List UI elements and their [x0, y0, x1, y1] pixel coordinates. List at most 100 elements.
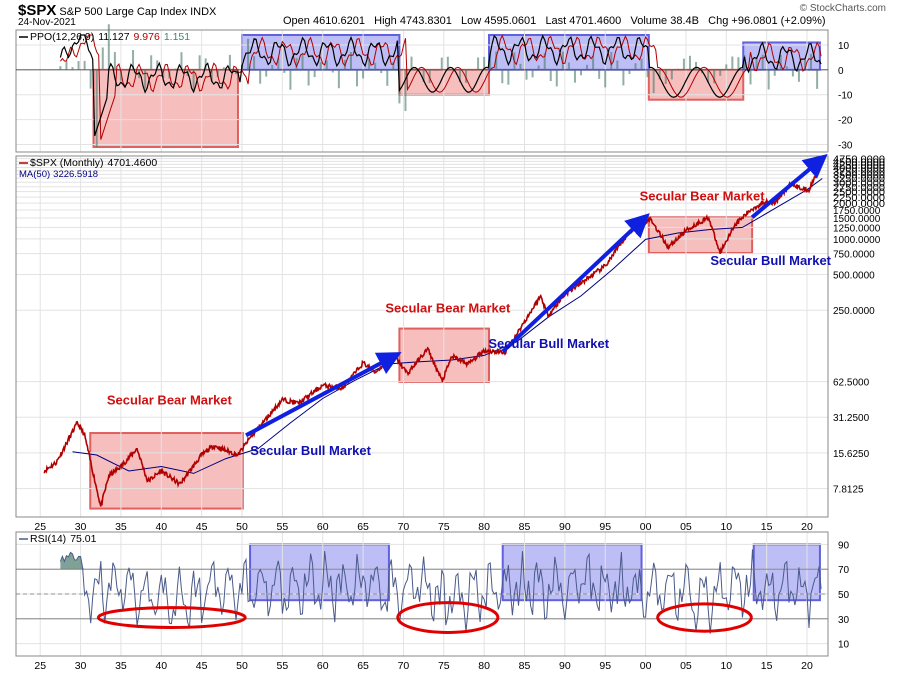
rsi-bull-box	[752, 543, 821, 602]
ppo-ytick-label: 10	[838, 41, 850, 52]
ppo-histogram-bar	[537, 65, 540, 70]
ppo-histogram-bar	[132, 49, 135, 70]
ppo-histogram-bar	[95, 69, 98, 148]
ppo-signal-line	[60, 34, 822, 140]
price-ytick-label: 4250.0000	[833, 160, 885, 171]
price-legend: $SPX (Monthly) 4701.4600	[30, 157, 157, 169]
ppo-histogram-bar	[779, 55, 782, 70]
price-legend-value: 4701.4600	[108, 157, 158, 169]
rsi-ytick-label: 30	[838, 615, 850, 626]
ppo-histogram-bar	[247, 38, 250, 70]
ppo-histogram-bar	[277, 57, 280, 70]
price-ytick-label: 2750.0000	[833, 183, 885, 194]
ppo-line	[59, 34, 822, 136]
index-name: S&P 500 Large Cap Index	[59, 6, 188, 18]
ppo-histogram-bar	[731, 56, 734, 70]
x-tick-label-rsi: 75	[438, 660, 450, 672]
rsi-oversold-ellipse	[396, 601, 500, 634]
ppo-histogram-bar	[549, 69, 552, 82]
x-tick-label: 85	[519, 521, 531, 533]
ppo-histogram-bar	[349, 52, 352, 70]
ppo-histogram-bar	[610, 52, 613, 70]
x-tick-label: 50	[236, 521, 248, 533]
brand-label: © StockCharts.com	[799, 3, 886, 14]
x-tick-label: 55	[277, 521, 289, 533]
ppo-histogram-bar	[410, 56, 413, 70]
secular-bull-label: Secular Bull Market	[710, 253, 831, 268]
ppo-histogram-bar	[198, 55, 201, 70]
ppo-histogram-bar	[325, 60, 328, 70]
secular-bull-label: Secular Bull Market	[488, 336, 609, 351]
ppo-histogram-bar	[561, 51, 564, 70]
price-ytick-label: 1500.0000	[833, 214, 881, 225]
ppo-histogram-bar	[89, 69, 92, 89]
x-tick-label: 65	[357, 521, 369, 533]
x-tick-label: 45	[196, 521, 208, 533]
price-ytick-label: 4500.0000	[833, 157, 885, 168]
x-tick-label-rsi: 55	[277, 660, 289, 672]
ppo-legend-value: PPO(12,26,9)	[30, 31, 94, 43]
ppo-histogram-bar	[628, 69, 631, 74]
ppo-histogram-bar	[446, 56, 449, 70]
x-tick-label: 90	[559, 521, 571, 533]
ppo-histogram-bar	[525, 69, 528, 80]
spx-price-line	[43, 158, 823, 507]
ppo-legend-value: 11.127	[98, 31, 129, 43]
price-ytick-label: 1000.0000	[833, 235, 881, 246]
ppo-histogram-bar	[682, 58, 685, 70]
x-tick-label: 10	[720, 521, 732, 533]
ppo-histogram-bar	[204, 58, 207, 70]
x-tick-label: 80	[478, 521, 490, 533]
ppo-histogram-bar	[495, 51, 498, 70]
x-tick-label-rsi: 95	[599, 660, 611, 672]
ppo-histogram-bar	[259, 69, 262, 84]
ppo-histogram-bar	[356, 69, 359, 87]
ppo-histogram-bar	[210, 69, 213, 82]
ppo-histogram-bar	[531, 69, 534, 78]
price-ytick-label: 62.5000	[833, 378, 870, 389]
ppo-histogram-bar	[471, 69, 474, 71]
ppo-histogram-bar	[658, 69, 661, 80]
price-panel-frame	[15, 155, 829, 518]
price-ytick-label: 2500.0000	[833, 188, 885, 199]
ppo-histogram-bar	[271, 64, 274, 70]
x-tick-label: 20	[801, 521, 813, 533]
ppo-histogram-bar	[434, 69, 437, 71]
ppo-histogram-bar	[507, 69, 510, 85]
ppo-histogram-bar	[725, 64, 728, 70]
change-value: +96.0801 (+2.09%)	[731, 15, 826, 27]
ma-legend: MA(50) 3226.5918	[19, 169, 98, 180]
ppo-histogram-bar	[670, 69, 673, 80]
ppo-histogram-bar	[162, 69, 165, 79]
ppo-histogram-bar	[483, 56, 486, 70]
rsi-oversold-ellipse	[96, 606, 247, 629]
ppo-histogram-bar	[791, 69, 794, 77]
ppo-histogram-bar	[222, 67, 225, 70]
x-tick-label: 30	[75, 521, 87, 533]
ppo-histogram-bar	[144, 69, 147, 89]
ppo-histogram-bar	[125, 69, 128, 70]
ppo-histogram-bar	[664, 69, 667, 85]
ppo-histogram-bar	[295, 57, 298, 70]
ppo-histogram-bar	[761, 54, 764, 70]
ppo-histogram-bar	[228, 54, 231, 70]
low-value: 4595.0601	[484, 15, 537, 27]
price-ytick-label: 4000.0000	[833, 163, 885, 174]
ppo-histogram-bar	[458, 69, 461, 83]
ppo-histogram-bar	[313, 69, 316, 78]
ppo-histogram-bar	[374, 62, 377, 70]
price-ytick-label: 3000.0000	[833, 178, 885, 189]
price-ytick-label: 3750.0000	[833, 167, 885, 178]
x-tick-label-rsi: 45	[196, 660, 208, 672]
ppo-histogram-bar	[83, 60, 86, 70]
ppo-histogram-bar	[307, 69, 310, 86]
ppo-legend-value: 9.976	[134, 31, 160, 43]
ma-legend-label: MA(50)	[19, 169, 50, 180]
x-tick-label-rsi: 30	[75, 660, 87, 672]
ppo-histogram-bar	[362, 69, 365, 79]
price-ytick-label: 1250.0000	[833, 223, 881, 234]
rsi-ytick-label: 10	[838, 640, 850, 651]
ppo-histogram-bar	[695, 61, 698, 70]
x-tick-label: 60	[317, 521, 329, 533]
ppo-ytick-label: 0	[838, 66, 844, 77]
